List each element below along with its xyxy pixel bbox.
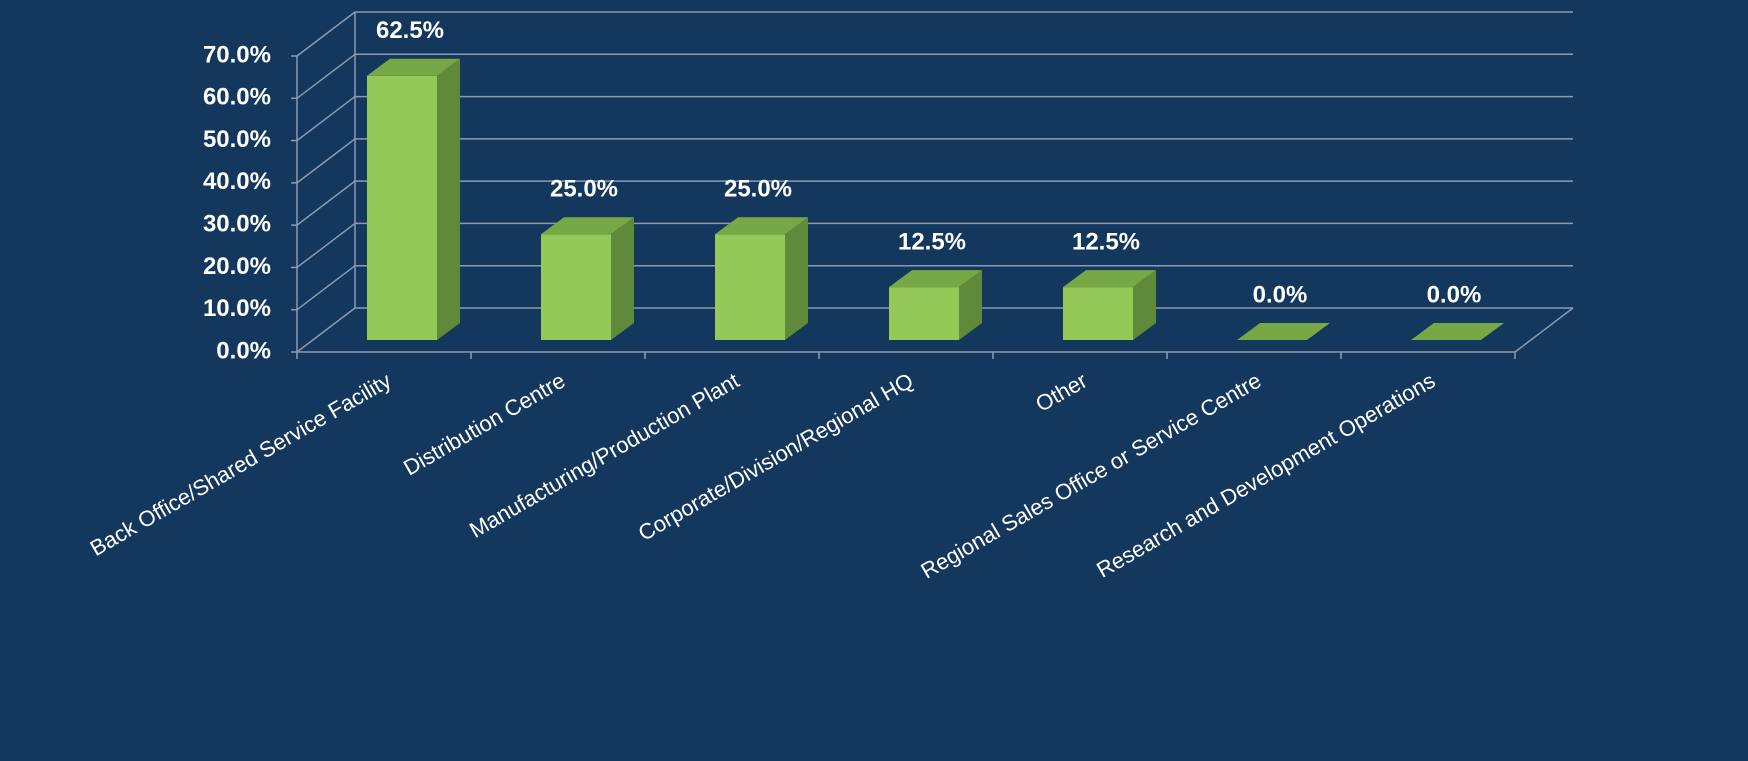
- bar-front: [715, 234, 785, 340]
- x-tick-label: Other: [1031, 368, 1091, 417]
- grid-line-side: [296, 265, 356, 311]
- grid-line-side: [296, 307, 356, 353]
- bar-side: [959, 270, 982, 340]
- bar-top: [1063, 270, 1156, 288]
- y-tick-label: 40.0%: [203, 168, 271, 195]
- grid-line-side: [296, 53, 356, 99]
- y-tick-label: 0.0%: [216, 337, 271, 364]
- y-tick-label: 60.0%: [203, 84, 271, 111]
- bar-side: [785, 217, 808, 340]
- value-label: 12.5%: [1072, 228, 1140, 255]
- grid-line-side: [296, 180, 356, 226]
- grid-line-side: [296, 138, 356, 184]
- bar-side: [437, 58, 460, 340]
- y-tick-label: 20.0%: [203, 253, 271, 280]
- bar-top: [367, 58, 460, 76]
- grid-line-side: [296, 11, 356, 57]
- x-tick-label: Distribution Centre: [399, 368, 569, 481]
- value-label: 12.5%: [898, 228, 966, 255]
- bar-front: [1063, 287, 1133, 340]
- bar-top: [1237, 323, 1330, 340]
- bar-front: [541, 234, 611, 340]
- y-tick-label: 10.0%: [203, 295, 271, 322]
- grid-line-side: [296, 222, 356, 269]
- x-tick-label: Manufacturing/Production Plant: [465, 368, 743, 543]
- x-tick-label: Research and Development Operations: [1092, 368, 1439, 583]
- y-tick-label: 70.0%: [203, 41, 271, 68]
- bar-top: [889, 270, 982, 288]
- floor-right: [1514, 307, 1574, 353]
- value-label: 62.5%: [376, 17, 444, 44]
- bar-side: [1133, 270, 1156, 340]
- value-label: 25.0%: [724, 176, 792, 203]
- value-label: 0.0%: [1253, 281, 1308, 308]
- bar-front: [889, 287, 959, 340]
- bar-front: [367, 75, 437, 340]
- value-label: 0.0%: [1427, 281, 1482, 308]
- x-tick-label: Regional Sales Office or Service Centre: [916, 368, 1265, 584]
- bar-top: [541, 217, 634, 235]
- bar-top: [715, 217, 808, 235]
- grid-line-side: [296, 95, 356, 142]
- y-tick-label: 30.0%: [203, 210, 271, 237]
- x-tick-label: Corporate/Division/Regional HQ: [634, 368, 918, 546]
- y-tick-label: 50.0%: [203, 126, 271, 153]
- bar-top: [1411, 323, 1504, 340]
- bar-side: [611, 217, 634, 340]
- x-tick-label: Back Office/Shared Service Facility: [86, 368, 396, 561]
- value-label: 25.0%: [550, 176, 618, 203]
